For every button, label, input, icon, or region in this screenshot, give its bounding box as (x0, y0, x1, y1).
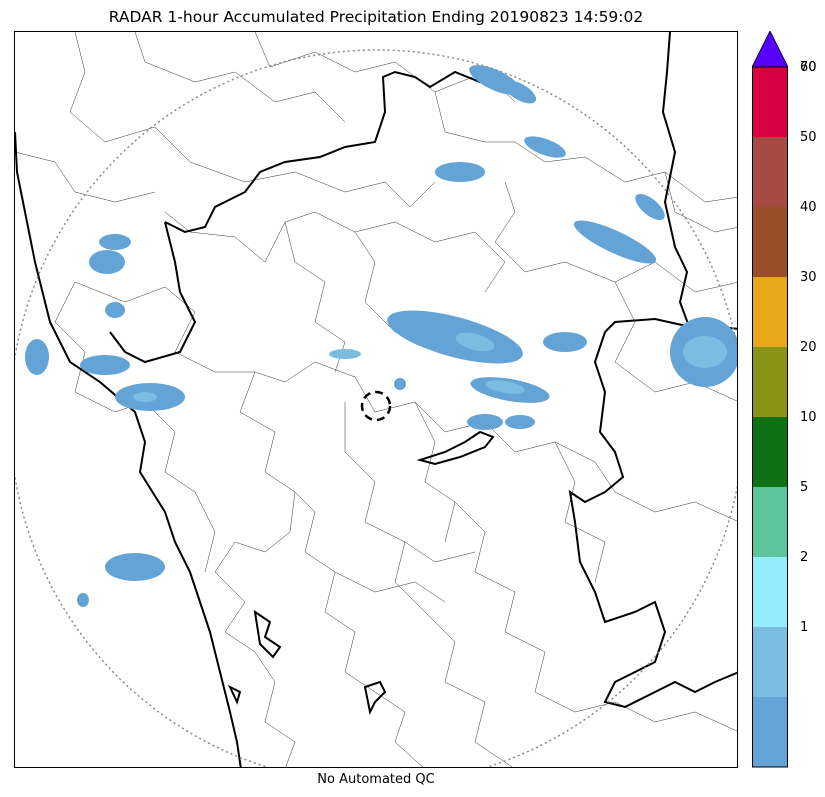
colorbar-tick-label: 60 (800, 60, 817, 75)
colorbar-bin (752, 627, 788, 697)
colorbar-tick-label: 10 (800, 410, 817, 425)
map-title: RADAR 1-hour Accumulated Precipitation E… (108, 8, 644, 26)
colorbar-tick-label: 30 (800, 270, 817, 285)
colorbar-bin (752, 277, 788, 347)
colorbar-bin (752, 697, 788, 767)
colorbar-bin (752, 557, 788, 627)
colorbar-bin (752, 67, 788, 137)
precipitation-echoes (25, 65, 737, 607)
colorbar-bin (752, 207, 788, 277)
colorbar-tick-label: 2 (800, 550, 809, 565)
colorbar-tick-label: 40 (800, 200, 817, 215)
colorbar (752, 31, 788, 768)
radar-map[interactable] (14, 31, 738, 768)
colorbar-outline (752, 66, 788, 768)
colorbar-bin (752, 417, 788, 487)
colorbar-tick-label: 5 (800, 480, 809, 495)
colorbar-svg (752, 31, 788, 768)
qc-note: No Automated QC (317, 772, 435, 787)
colorbar-bin (752, 347, 788, 417)
colorbar-tick-label: 50 (800, 130, 817, 145)
colorbar-tick-label: 70 (800, 60, 817, 75)
radar-site-marker (360, 390, 392, 422)
colorbar-tick-label: 1 (800, 620, 809, 635)
radar-map-svg (15, 32, 737, 767)
colorbar-bin (752, 137, 788, 207)
district-boundaries (15, 32, 737, 767)
colorbar-tick-label: 20 (800, 340, 817, 355)
colorbar-extend-arrow (752, 31, 788, 68)
colorbar-bin (752, 487, 788, 557)
state-borders (15, 32, 737, 767)
